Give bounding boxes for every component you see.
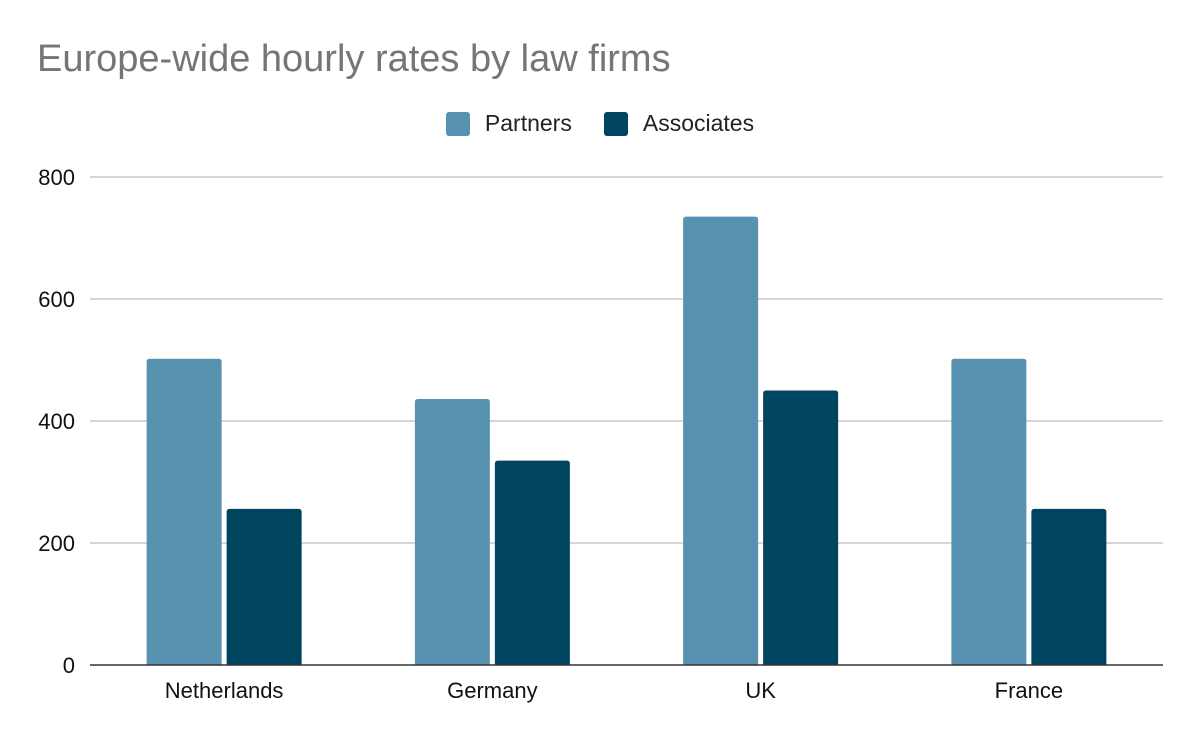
x-tick-label: France — [995, 678, 1063, 703]
x-tick-label: UK — [745, 678, 776, 703]
x-tick-label: Netherlands — [165, 678, 284, 703]
bar-associates-netherlands[interactable] — [226, 508, 302, 665]
bar-associates-uk[interactable] — [763, 390, 839, 666]
y-tick-label: 600 — [38, 287, 75, 312]
legend-item-associates[interactable]: Associates — [603, 110, 755, 137]
legend-swatch-associates — [603, 111, 628, 136]
y-tick-label: 200 — [38, 531, 75, 556]
chart-title: Europe-wide hourly rates by law firms — [37, 38, 671, 80]
bar-partners-uk[interactable] — [683, 216, 759, 665]
bar-partners-france[interactable] — [951, 358, 1027, 665]
y-tick-label: 0 — [63, 653, 75, 678]
x-tick-label: Germany — [447, 678, 537, 703]
bar-associates-france[interactable] — [1031, 508, 1107, 665]
legend: Partners Associates — [0, 110, 1200, 137]
y-tick-label: 800 — [38, 165, 75, 190]
legend-label-partners: Partners — [484, 110, 572, 136]
bar-partners-netherlands[interactable] — [146, 358, 222, 665]
bar-partners-germany[interactable] — [414, 399, 490, 665]
legend-item-partners[interactable]: Partners — [445, 110, 572, 137]
legend-swatch-partners — [445, 111, 470, 136]
bar-associates-germany[interactable] — [494, 460, 570, 665]
legend-label-associates: Associates — [642, 110, 755, 136]
y-tick-label: 400 — [38, 409, 75, 434]
